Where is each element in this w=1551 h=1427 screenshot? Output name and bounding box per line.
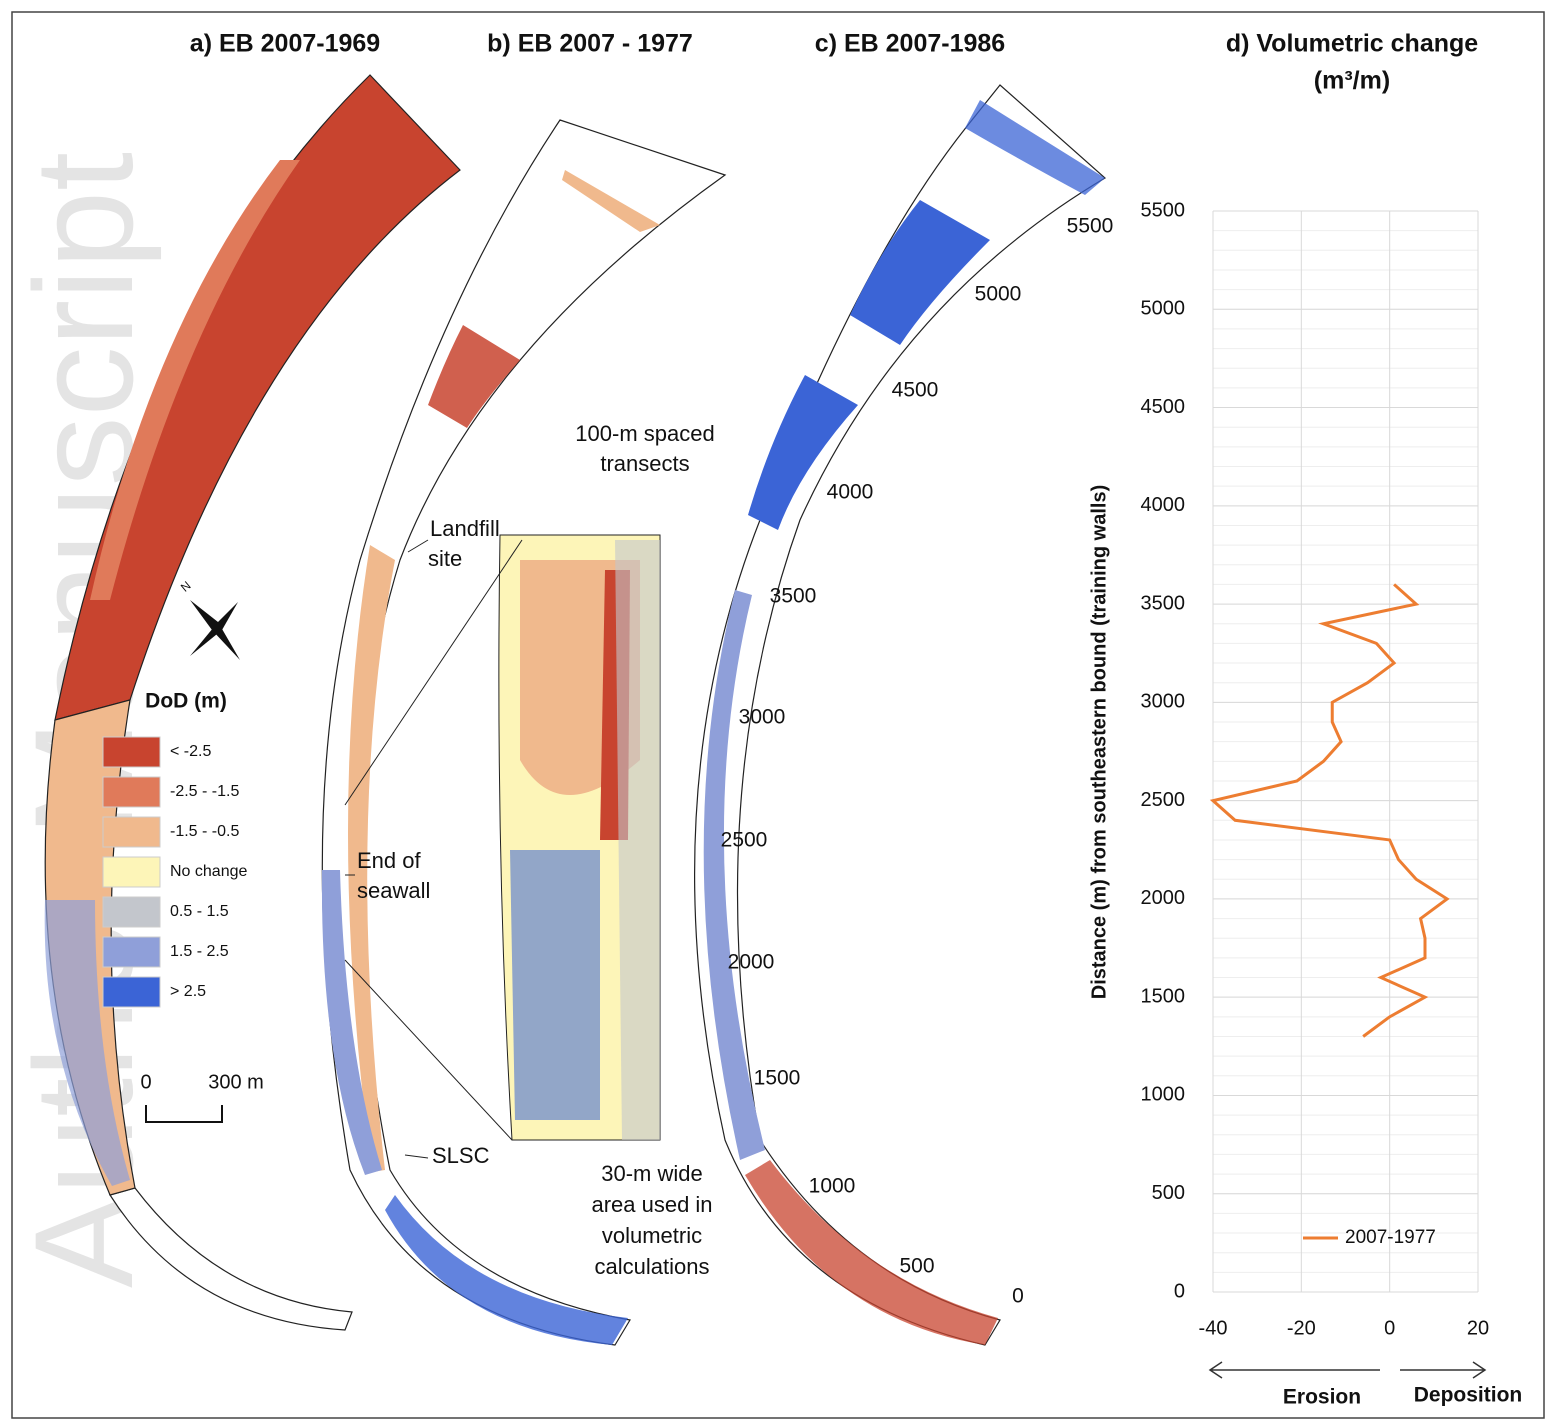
- legend: < -2.5 -2.5 - -1.5 -1.5 - -0.5 No change 0.5…: [103, 737, 247, 1007]
- distance-label: 1000: [809, 1175, 856, 1198]
- y-tick-label: 2500: [1141, 789, 1186, 811]
- y-tick-label: 1000: [1141, 1084, 1186, 1106]
- x-tick-label: 0: [1384, 1317, 1395, 1339]
- x-arrow-label: Deposition: [1414, 1384, 1523, 1407]
- y-tick-label: 4500: [1141, 396, 1186, 418]
- annotation: SLSC: [432, 1143, 490, 1168]
- scale-label: 300 m: [208, 1071, 264, 1093]
- annotation: site: [428, 546, 462, 571]
- arrows: [1210, 1362, 1485, 1378]
- line: [1213, 584, 1447, 1036]
- distance-label: 3000: [739, 706, 786, 729]
- annotation: 100-m spaced: [575, 421, 714, 446]
- y-tick-label: 5000: [1141, 298, 1186, 320]
- annotation: area used in: [591, 1192, 712, 1217]
- legend-label: -2.5 - -1.5: [170, 783, 239, 800]
- legend-swatch: [103, 817, 160, 847]
- y-axis-label: Distance (m) from southeastern bound (tr…: [1088, 485, 1110, 1000]
- y-tick-label: 2000: [1141, 887, 1186, 909]
- x-tick-label: 20: [1467, 1317, 1489, 1339]
- svg-text:N: N: [178, 578, 194, 594]
- distance-label: 4000: [827, 481, 874, 504]
- legend-swatch: [103, 777, 160, 807]
- y-tick-label: 500: [1152, 1182, 1185, 1204]
- panel-title: c) EB 2007-1986: [815, 30, 1005, 58]
- distance-label: 5500: [1067, 215, 1114, 238]
- legend-swatch: [103, 737, 160, 767]
- distance-label: 2500: [721, 829, 768, 852]
- x-tick-label: -40: [1199, 1317, 1228, 1339]
- distance-label: 3500: [770, 585, 817, 608]
- chart-subtitle: (m³/m): [1314, 67, 1390, 95]
- legend-swatch: [103, 857, 160, 887]
- chart: 0 500 1000 1500 2000 2500 3000 3500 4000 4500 5000…: [1141, 199, 1490, 1339]
- y-tick-label: 0: [1174, 1280, 1185, 1302]
- distance-label: 500: [899, 1255, 934, 1278]
- x-arrow-label: Erosion: [1283, 1386, 1361, 1409]
- x-tick-label: -20: [1287, 1317, 1316, 1339]
- legend-label: -1.5 - -0.5: [170, 823, 239, 840]
- scale-label: 0: [140, 1071, 151, 1093]
- annotation: volumetric: [602, 1223, 702, 1248]
- legend-title: DoD (m): [145, 690, 227, 713]
- y-tick-label: 3000: [1141, 691, 1186, 713]
- annotation: seawall: [357, 878, 430, 903]
- legend-label: 0.5 - 1.5: [170, 903, 229, 920]
- annotation: transects: [600, 451, 689, 476]
- annotation: calculations: [595, 1254, 710, 1279]
- distance-label: 1500: [754, 1067, 801, 1090]
- legend-swatch: [103, 977, 160, 1007]
- distance-label: 0: [1012, 1285, 1024, 1308]
- y-tick-label: 5500: [1141, 199, 1186, 221]
- chart-title: d) Volumetric change: [1226, 30, 1478, 58]
- y-tick-label: 3500: [1141, 592, 1186, 614]
- panel-title: a) EB 2007-1969: [190, 30, 380, 58]
- legend-label: > 2.5: [170, 983, 206, 1000]
- panel-title: b) EB 2007 - 1977: [487, 30, 693, 58]
- distance-label: 5000: [975, 283, 1022, 306]
- distance-label: 2000: [728, 951, 775, 974]
- annotation: End of: [357, 848, 421, 873]
- annotation: 30-m wide: [601, 1161, 702, 1186]
- legend-label: 1.5 - 2.5: [170, 943, 229, 960]
- figure: Author Manuscript a) EB 2007-1969 b) EB …: [0, 0, 1551, 1427]
- y-tick-label: 4000: [1141, 494, 1186, 516]
- legend-swatch: [103, 897, 160, 927]
- legend-label: 2007-1977: [1345, 1227, 1436, 1248]
- distance-label: 4500: [892, 379, 939, 402]
- legend-label: No change: [170, 863, 247, 880]
- legend-swatch: [103, 937, 160, 967]
- y-tick-label: 1500: [1141, 985, 1186, 1007]
- annotation: Landfill: [430, 516, 500, 541]
- legend-label: < -2.5: [170, 743, 211, 760]
- north-arrow: N: [178, 578, 240, 660]
